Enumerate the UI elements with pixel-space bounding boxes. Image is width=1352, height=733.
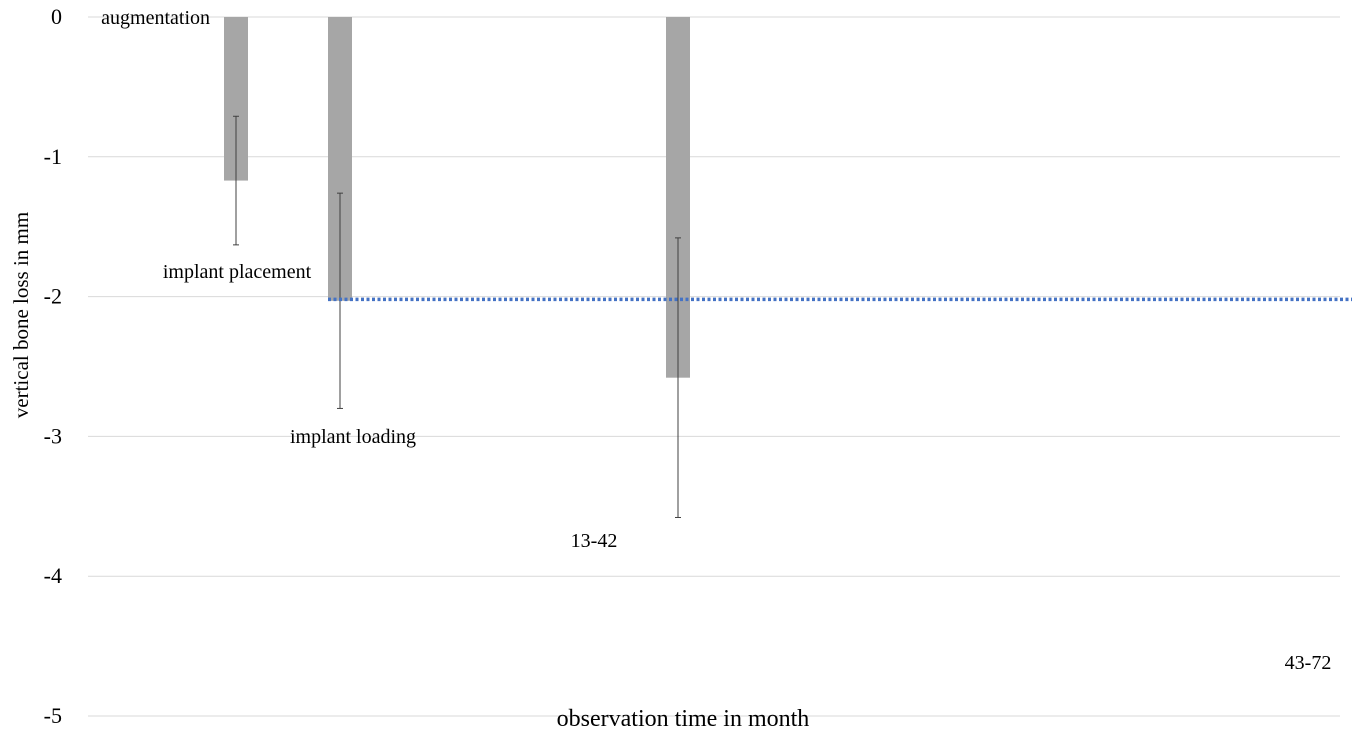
category-label: 13-42 <box>571 530 618 552</box>
category-label: 43-72 <box>1285 652 1332 674</box>
y-tick-label: -2 <box>44 284 62 309</box>
y-tick-label: 0 <box>51 4 62 29</box>
y-tick-labels: 0 -1 -2 -3 -4 -5 <box>44 4 62 728</box>
bars <box>224 17 690 378</box>
y-tick-label: -1 <box>44 144 62 169</box>
x-axis-title: observation time in month <box>557 706 810 732</box>
category-label: implant placement <box>163 261 312 283</box>
y-tick-label: -5 <box>44 703 62 728</box>
y-tick-label: -3 <box>44 423 62 448</box>
gridlines <box>88 16 1340 717</box>
y-axis-title: vertical bone loss in mm <box>9 212 33 418</box>
y-tick-label: -4 <box>44 563 62 588</box>
category-label: implant loading <box>290 426 416 448</box>
category-label: augmentation <box>101 7 210 29</box>
category-labels: augmentation implant placement implant loa… <box>101 7 1331 674</box>
error-bars <box>233 115 681 518</box>
